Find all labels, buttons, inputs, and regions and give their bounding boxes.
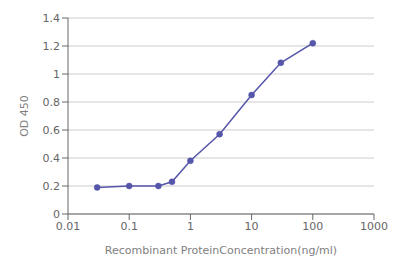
svg-text:1.2: 1.2 (43, 40, 61, 53)
svg-text:0.01: 0.01 (56, 220, 81, 233)
svg-text:0: 0 (53, 208, 60, 221)
svg-text:1.4: 1.4 (43, 12, 61, 25)
svg-text:1000: 1000 (360, 220, 388, 233)
svg-text:Recombinant ProteinConcentrati: Recombinant ProteinConcentration(ng/ml) (105, 244, 337, 257)
svg-text:1: 1 (187, 220, 194, 233)
svg-text:10: 10 (245, 220, 259, 233)
svg-text:1: 1 (53, 68, 60, 81)
svg-text:0.6: 0.6 (43, 124, 61, 137)
svg-text:0.2: 0.2 (43, 180, 61, 193)
svg-text:OD 450: OD 450 (18, 95, 31, 137)
svg-text:0.1: 0.1 (120, 220, 138, 233)
svg-text:0.8: 0.8 (43, 96, 61, 109)
svg-text:100: 100 (302, 220, 323, 233)
svg-text:0.4: 0.4 (43, 152, 61, 165)
